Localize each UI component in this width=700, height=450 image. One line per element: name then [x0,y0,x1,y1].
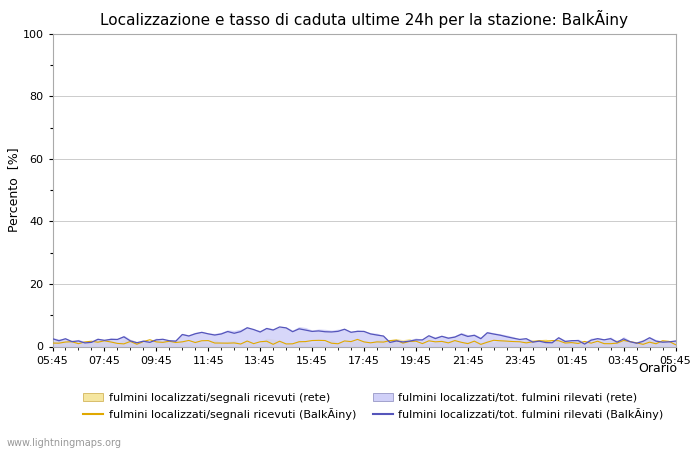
Legend: fulmini localizzati/segnali ricevuti (rete), fulmini localizzati/segnali ricevut: fulmini localizzati/segnali ricevuti (re… [83,393,664,420]
Text: Orario: Orario [638,362,678,375]
Text: www.lightningmaps.org: www.lightningmaps.org [7,438,122,448]
Title: Localizzazione e tasso di caduta ultime 24h per la stazione: BalkÃiny: Localizzazione e tasso di caduta ultime … [100,10,628,28]
Y-axis label: Percento  [%]: Percento [%] [7,148,20,233]
